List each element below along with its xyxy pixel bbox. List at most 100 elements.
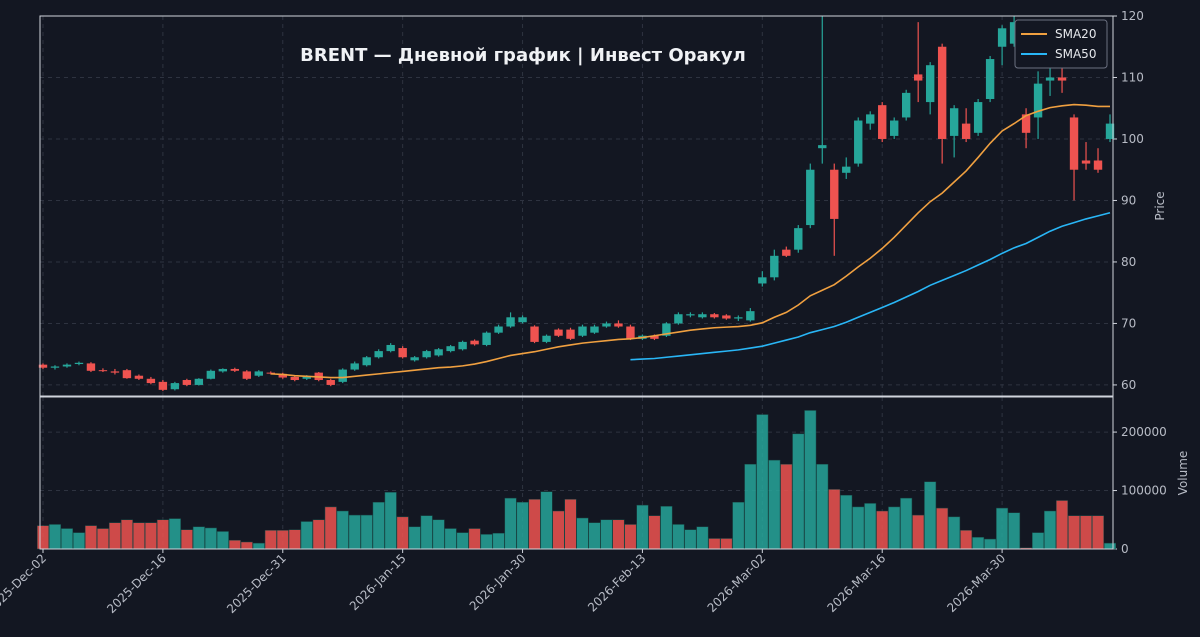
legend-label: SMA50 <box>1055 47 1096 61</box>
volume-bar <box>768 459 781 550</box>
candle-body <box>650 335 659 339</box>
candle-body <box>554 329 563 336</box>
volume-bar <box>720 538 733 550</box>
candle-body <box>290 376 299 381</box>
y-tick-label: 100 <box>1121 132 1144 146</box>
volume-bar <box>732 501 745 550</box>
volume-bar <box>192 526 205 550</box>
volume-bar <box>468 528 481 550</box>
candle-body <box>74 362 84 365</box>
volume-bar <box>564 499 577 550</box>
candle-body <box>470 340 479 345</box>
candle-body <box>890 120 899 136</box>
candle-body <box>482 332 491 345</box>
y-tick-label: 200000 <box>1121 425 1167 439</box>
volume-bar <box>1044 510 1057 550</box>
candle-body <box>1033 83 1043 118</box>
y-tick-label: 60 <box>1121 378 1136 392</box>
candle-body <box>158 381 168 390</box>
candle-body <box>578 326 587 336</box>
volume-bar <box>300 521 313 550</box>
candle-body <box>218 368 228 372</box>
volume-bar <box>36 525 50 550</box>
candle-body <box>830 169 839 219</box>
candle-body <box>937 46 947 139</box>
candle-body <box>134 375 144 379</box>
volume-bar <box>144 522 157 550</box>
candle-body <box>506 317 515 327</box>
candle-body <box>494 326 503 333</box>
sma-line <box>270 103 1110 379</box>
volume-bar <box>828 489 841 550</box>
candle-body <box>973 102 983 133</box>
candle-body <box>674 314 683 324</box>
legend-box <box>1014 19 1108 69</box>
volume-bar <box>888 506 901 550</box>
volume-bar <box>60 528 73 550</box>
volume-bar <box>960 530 973 550</box>
candle-body <box>170 383 180 390</box>
volume-axis-label: Volume <box>1176 451 1190 496</box>
y-tick-label: 90 <box>1121 193 1136 207</box>
volume-bar <box>1056 500 1069 550</box>
candle-body <box>854 120 863 164</box>
volume-bar <box>84 525 97 550</box>
volume-bar <box>540 491 553 550</box>
candle-body <box>985 59 995 100</box>
volume-bar <box>648 515 661 550</box>
candle-body <box>686 314 695 316</box>
candle-body <box>446 346 455 352</box>
candle-body <box>925 65 935 103</box>
chart-title: BRENT — Дневной график | Инвест Оракул <box>300 45 746 66</box>
volume-bar <box>816 463 829 550</box>
volume-bar <box>492 532 505 550</box>
candle-body <box>1105 123 1115 139</box>
candle-body <box>362 357 371 366</box>
volume-bar <box>72 532 85 550</box>
candle-body <box>530 326 539 342</box>
candle-body <box>50 366 60 368</box>
volume-bar <box>612 519 625 550</box>
volume-bar <box>852 506 865 550</box>
candle-body <box>194 378 204 385</box>
candle-body <box>242 371 252 379</box>
volume-bar <box>180 529 193 550</box>
volume-bar <box>900 497 913 550</box>
volume-bar <box>1008 512 1021 550</box>
volume-bar <box>696 526 709 550</box>
candle-body <box>302 376 311 379</box>
volume-bar <box>444 528 457 550</box>
candle-body <box>626 326 635 339</box>
candle-body <box>254 371 263 376</box>
volume-bar <box>228 539 241 550</box>
volume-bar <box>588 522 601 550</box>
volume-bar <box>504 497 517 550</box>
volume-bar <box>264 530 277 550</box>
volume-bar <box>660 506 673 550</box>
candle-body <box>602 323 611 327</box>
candle-body <box>842 166 851 173</box>
candle-body <box>566 329 575 339</box>
candle-body <box>122 370 132 379</box>
candle-body <box>590 326 599 333</box>
volume-bar <box>684 529 697 550</box>
volume-bar <box>396 516 409 550</box>
candle-body <box>1057 77 1067 81</box>
candle-body <box>614 323 623 327</box>
volume-bar <box>984 538 997 550</box>
volume-bar <box>96 528 109 550</box>
candle-body <box>698 314 707 318</box>
candle-body <box>662 323 671 336</box>
candle-body <box>878 105 887 139</box>
candle-body <box>734 317 743 319</box>
candle-body <box>913 74 923 81</box>
candle-body <box>806 169 815 226</box>
volume-bar <box>948 516 961 550</box>
volume-bar <box>108 522 121 550</box>
candle-body <box>818 145 827 149</box>
volume-bar <box>1080 515 1093 550</box>
candle-body <box>326 380 335 385</box>
candle-body <box>230 368 240 371</box>
candle-body <box>110 371 120 373</box>
y-tick-label: 70 <box>1121 316 1136 330</box>
